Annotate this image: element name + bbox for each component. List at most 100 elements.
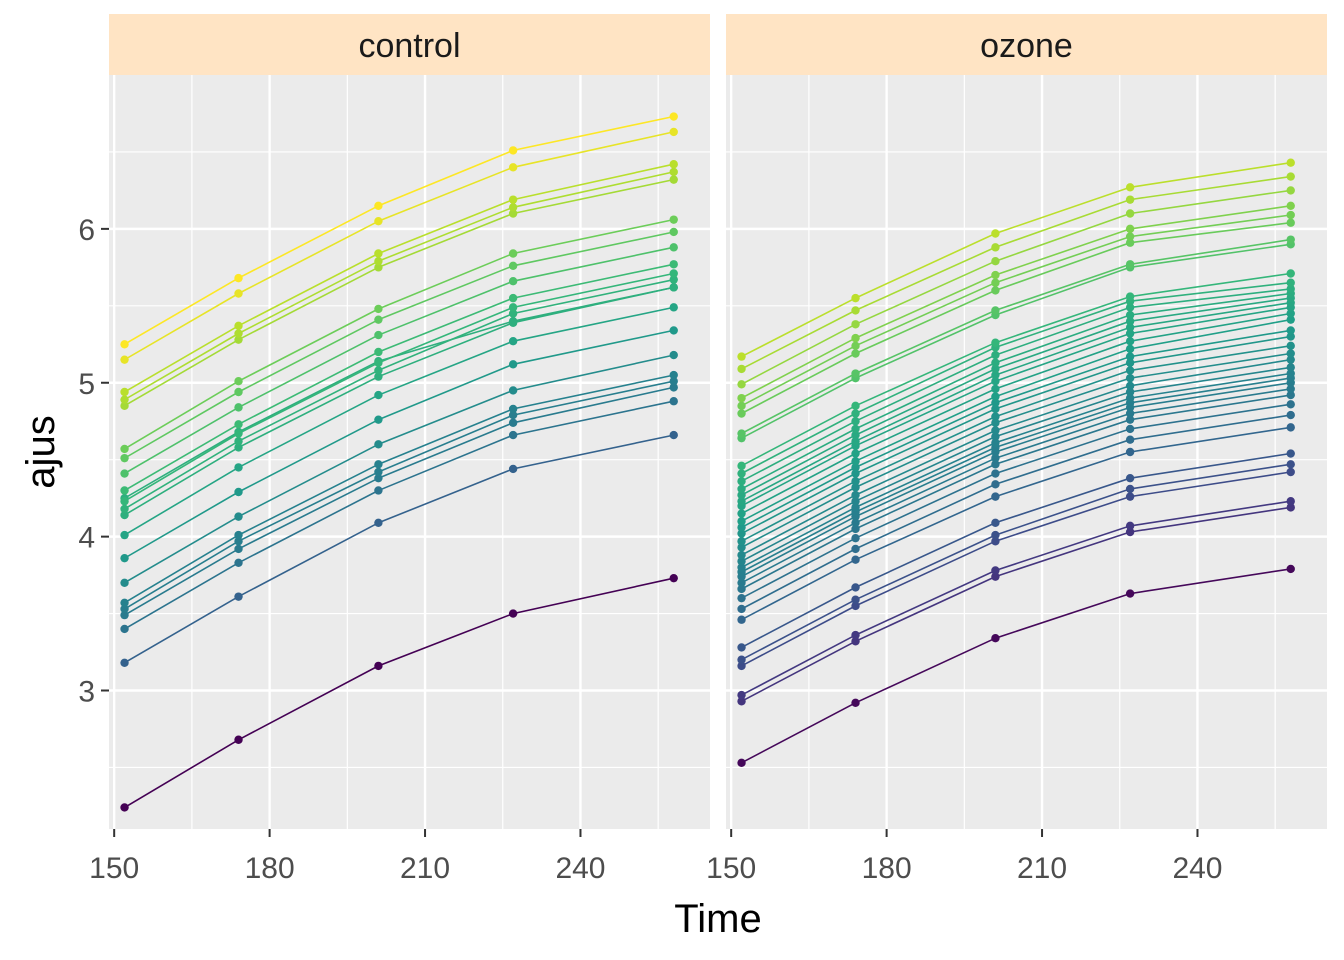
data-point: [991, 243, 1000, 252]
data-point: [120, 598, 129, 607]
data-point: [508, 203, 518, 212]
data-point: [374, 315, 383, 324]
data-point: [1286, 326, 1295, 335]
data-point: [508, 318, 518, 327]
data-point: [1125, 358, 1135, 367]
data-point: [669, 350, 678, 360]
data-point: [737, 584, 746, 594]
data-point: [374, 390, 383, 400]
data-point: [508, 146, 518, 155]
data-point: [508, 386, 518, 395]
data-point: [120, 486, 129, 495]
data-point: [234, 544, 243, 554]
data-point: [374, 440, 383, 449]
y-tick-label: 5: [78, 368, 95, 401]
data-point: [991, 270, 1000, 280]
data-point: [669, 283, 678, 292]
data-point: [508, 309, 518, 318]
data-point: [991, 370, 1000, 380]
data-point: [1125, 589, 1135, 598]
data-point: [1286, 564, 1295, 574]
data-point: [737, 758, 746, 768]
data-point: [1125, 492, 1135, 501]
data-point: [851, 437, 860, 446]
data-point: [1286, 423, 1295, 432]
data-point: [991, 306, 1000, 315]
data-point: [1286, 390, 1295, 400]
data-point: [851, 341, 860, 351]
data-point: [374, 330, 383, 340]
data-point: [508, 249, 518, 258]
data-point: [374, 201, 383, 210]
data-point: [1286, 400, 1295, 409]
data-point: [508, 430, 518, 440]
data-point: [1125, 521, 1135, 531]
data-point: [669, 573, 678, 583]
data-point: [508, 337, 518, 346]
data-point: [508, 195, 518, 204]
data-point: [851, 369, 860, 378]
data-point: [1125, 387, 1135, 397]
data-point: [1125, 435, 1135, 444]
data-point: [120, 395, 129, 404]
data-point: [234, 429, 243, 438]
data-point: [991, 350, 1000, 360]
data-point: [508, 464, 518, 474]
data-point: [508, 303, 518, 312]
data-point: [991, 404, 1000, 414]
data-point: [737, 690, 746, 700]
data-point: [120, 610, 129, 620]
strip-background-control: [109, 14, 710, 75]
data-point: [991, 438, 1000, 447]
data-point: [1286, 363, 1295, 372]
data-point: [1286, 278, 1295, 287]
data-point: [851, 417, 860, 426]
data-point: [1286, 158, 1295, 167]
data-point: [234, 437, 243, 446]
data-point: [991, 537, 1000, 546]
data-point: [1125, 323, 1135, 332]
data-point: [120, 530, 129, 540]
data-point: [669, 167, 678, 177]
data-point: [374, 486, 383, 495]
data-point: [991, 256, 1000, 266]
data-point: [234, 537, 243, 546]
data-point: [1125, 424, 1135, 434]
data-point: [991, 418, 1000, 427]
data-point: [234, 512, 243, 521]
data-point: [1125, 238, 1135, 247]
data-point: [234, 463, 243, 472]
data-point: [991, 469, 1000, 478]
data-point: [737, 563, 746, 572]
data-point: [851, 430, 860, 440]
facet-panel-control: control: [109, 14, 710, 829]
data-point: [1125, 447, 1135, 457]
data-point: [737, 661, 746, 671]
data-point: [991, 229, 1000, 238]
y-tick-label: 3: [78, 676, 95, 709]
data-point: [234, 377, 243, 386]
data-point: [851, 630, 860, 640]
data-point: [991, 492, 1000, 501]
data-point: [234, 329, 243, 338]
facet-panel-ozone: ozone: [726, 14, 1327, 829]
data-point: [669, 269, 678, 278]
data-point: [374, 249, 383, 258]
data-point: [1125, 195, 1135, 204]
data-point: [234, 403, 243, 412]
data-point: [737, 409, 746, 418]
data-point: [374, 358, 383, 367]
data-point: [851, 333, 860, 343]
data-point: [851, 497, 860, 506]
data-point: [737, 401, 746, 411]
data-point: [120, 355, 129, 364]
data-point: [1125, 303, 1135, 312]
data-point: [991, 518, 1000, 527]
data-point: [851, 469, 860, 478]
data-point: [991, 460, 1000, 469]
data-point: [1286, 369, 1295, 378]
data-point: [851, 637, 860, 646]
data-point: [851, 320, 860, 329]
data-point: [374, 467, 383, 477]
x-tick-label: 180: [862, 852, 912, 885]
